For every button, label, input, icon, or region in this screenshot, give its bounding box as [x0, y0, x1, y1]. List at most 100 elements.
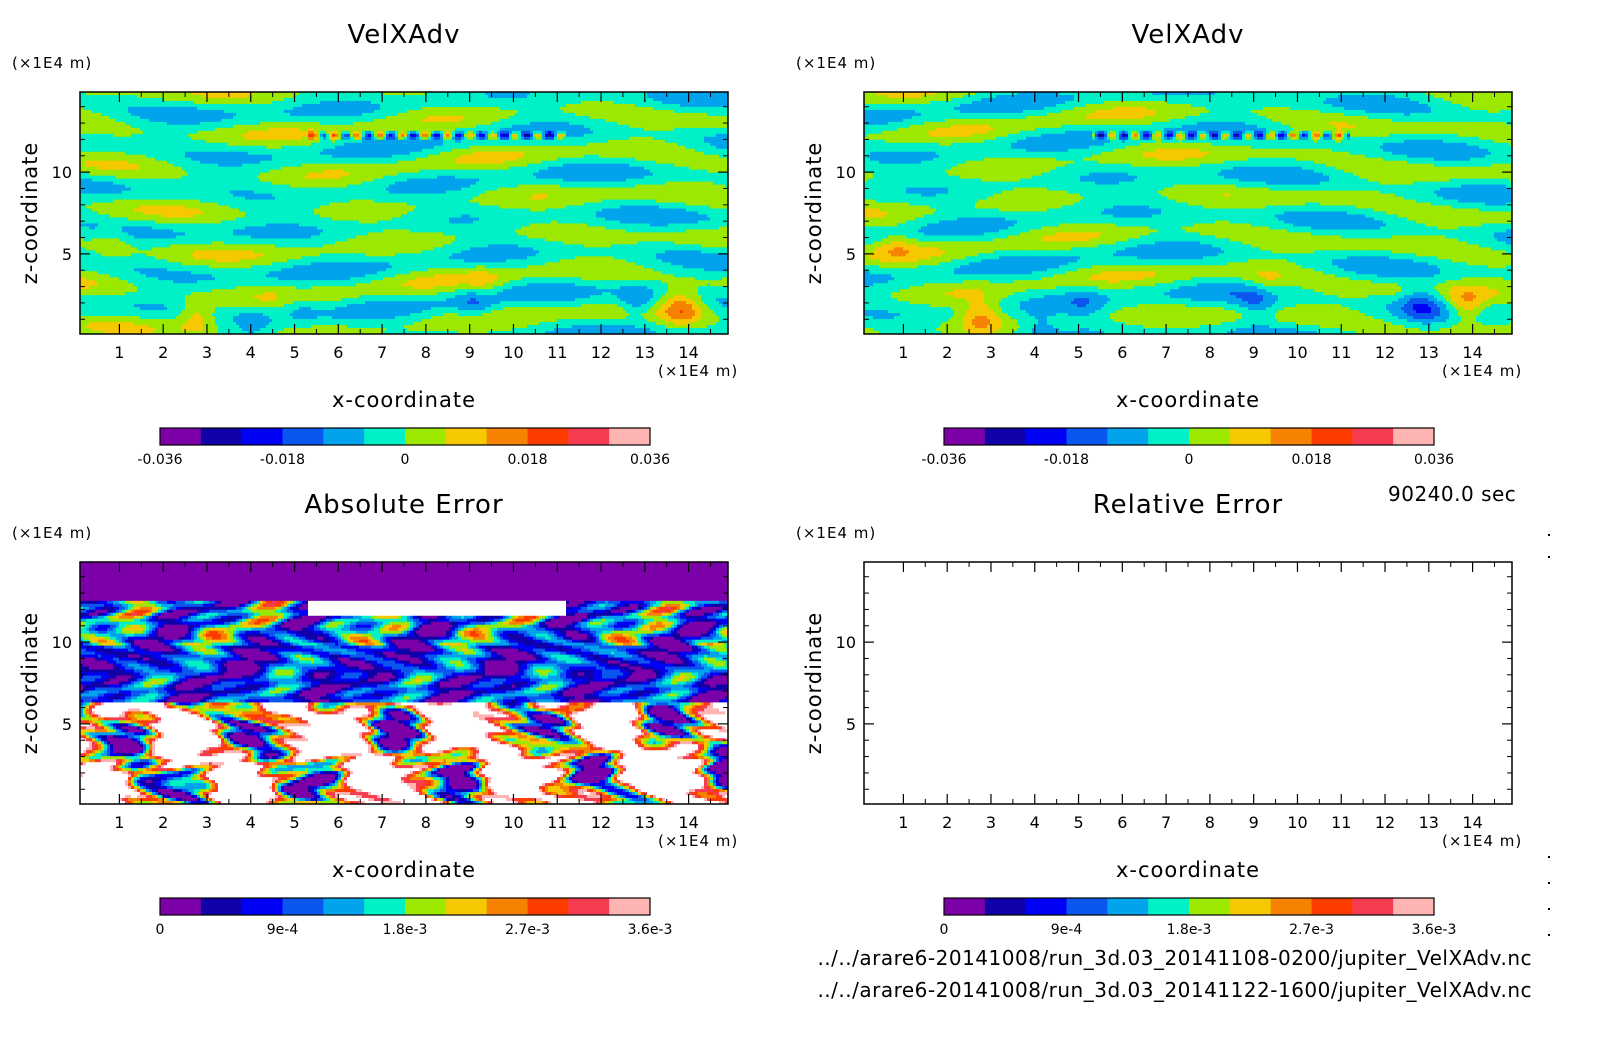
- heatmap-cell: [494, 157, 498, 162]
- heatmap-cell: [671, 127, 675, 132]
- heatmap-cell: [272, 145, 276, 150]
- heatmap-cell: [371, 97, 375, 102]
- heatmap-cell: [542, 92, 546, 96]
- heatmap-cell: [680, 97, 684, 102]
- heatmap-cell: [179, 106, 183, 111]
- heatmap-cell: [407, 133, 411, 138]
- heatmap-cell: [602, 154, 606, 159]
- heatmap-cell: [104, 112, 108, 117]
- heatmap-cell: [461, 124, 465, 129]
- heatmap-cell: [548, 148, 552, 153]
- heatmap-cell: [398, 124, 402, 129]
- heatmap-cell: [134, 148, 138, 153]
- heatmap-cell: [413, 94, 417, 99]
- heatmap-cell: [149, 160, 153, 165]
- heatmap-cell: [89, 97, 93, 102]
- heatmap-cell: [719, 112, 723, 117]
- heatmap-cell: [239, 148, 243, 153]
- heatmap-cell: [290, 145, 294, 150]
- heatmap-cell: [377, 154, 381, 159]
- heatmap-cell: [236, 118, 240, 123]
- heatmap-cell: [455, 157, 459, 162]
- heatmap-cell: [362, 112, 366, 117]
- heatmap-cell: [290, 127, 294, 132]
- heatmap-cell: [644, 106, 648, 111]
- heatmap-cell: [191, 136, 195, 141]
- heatmap-cell: [281, 118, 285, 123]
- heatmap-cell: [341, 154, 345, 159]
- heatmap-cell: [218, 151, 222, 156]
- heatmap-cell: [689, 118, 693, 123]
- heatmap-cell: [380, 115, 384, 120]
- heatmap-cell: [464, 148, 468, 153]
- heatmap-cell: [680, 136, 684, 141]
- heatmap-cell: [389, 121, 393, 126]
- heatmap-cell: [713, 124, 717, 129]
- heatmap-cell: [80, 115, 84, 120]
- heatmap-cell: [308, 106, 312, 111]
- heatmap-cell: [164, 157, 168, 162]
- heatmap-cell: [455, 139, 459, 144]
- heatmap-cell: [557, 142, 561, 147]
- heatmap-cell: [152, 133, 156, 138]
- heatmap-cell: [581, 97, 585, 102]
- heatmap-cell: [680, 124, 684, 129]
- heatmap-cell: [272, 157, 276, 162]
- heatmap-cell: [173, 92, 177, 96]
- heatmap-cell: [632, 100, 636, 105]
- heatmap-cell: [173, 112, 177, 117]
- heatmap-cell: [167, 133, 171, 138]
- heatmap-cell: [80, 109, 84, 114]
- heatmap-cell: [440, 139, 444, 144]
- heatmap-cell: [608, 103, 612, 108]
- heatmap-cell: [431, 103, 435, 108]
- heatmap-cell: [176, 118, 180, 123]
- heatmap-cell: [536, 142, 540, 147]
- heatmap-cell: [323, 121, 327, 126]
- heatmap-cell: [179, 112, 183, 117]
- heatmap-cell: [299, 115, 303, 120]
- heatmap-cell: [647, 103, 651, 108]
- heatmap-cell: [290, 136, 294, 141]
- heatmap-cell: [725, 97, 729, 102]
- heatmap-cell: [98, 151, 102, 156]
- heatmap-cell: [440, 124, 444, 129]
- heatmap-cell: [161, 136, 165, 141]
- heatmap-cell: [656, 118, 660, 123]
- heatmap-cell: [701, 97, 705, 102]
- heatmap-cell: [575, 139, 579, 144]
- heatmap-cell: [524, 142, 528, 147]
- heatmap-cell: [119, 154, 123, 159]
- heatmap-cell: [446, 148, 450, 153]
- heatmap-cell: [671, 157, 675, 162]
- heatmap-cell: [248, 115, 252, 120]
- heatmap-cell: [299, 103, 303, 108]
- heatmap-cell: [122, 136, 126, 141]
- heatmap-cell: [542, 154, 546, 159]
- heatmap-cell: [539, 112, 543, 117]
- heatmap-cell: [542, 103, 546, 108]
- heatmap-cell: [338, 103, 342, 108]
- heatmap-cell: [170, 94, 174, 99]
- heatmap-cell: [95, 133, 99, 138]
- heatmap-cell: [149, 92, 153, 96]
- heatmap-cell: [533, 115, 537, 120]
- heatmap-cell: [302, 157, 306, 162]
- heatmap-cell: [215, 92, 219, 96]
- heatmap-cell: [533, 136, 537, 141]
- heatmap-cell: [98, 100, 102, 105]
- heatmap-cell: [470, 142, 474, 147]
- heatmap-cell: [473, 109, 477, 114]
- heatmap-cell: [236, 130, 240, 135]
- heatmap-cell: [626, 94, 630, 99]
- heatmap-cell: [581, 92, 585, 96]
- heatmap-cell: [80, 106, 84, 111]
- heatmap-cell: [194, 112, 198, 117]
- heatmap-cell: [641, 157, 645, 162]
- heatmap-cell: [368, 118, 372, 123]
- heatmap-cell: [500, 157, 504, 162]
- heatmap-cell: [542, 151, 546, 156]
- heatmap-cell: [497, 154, 501, 159]
- heatmap-cell: [710, 118, 714, 123]
- heatmap-cell: [419, 127, 423, 132]
